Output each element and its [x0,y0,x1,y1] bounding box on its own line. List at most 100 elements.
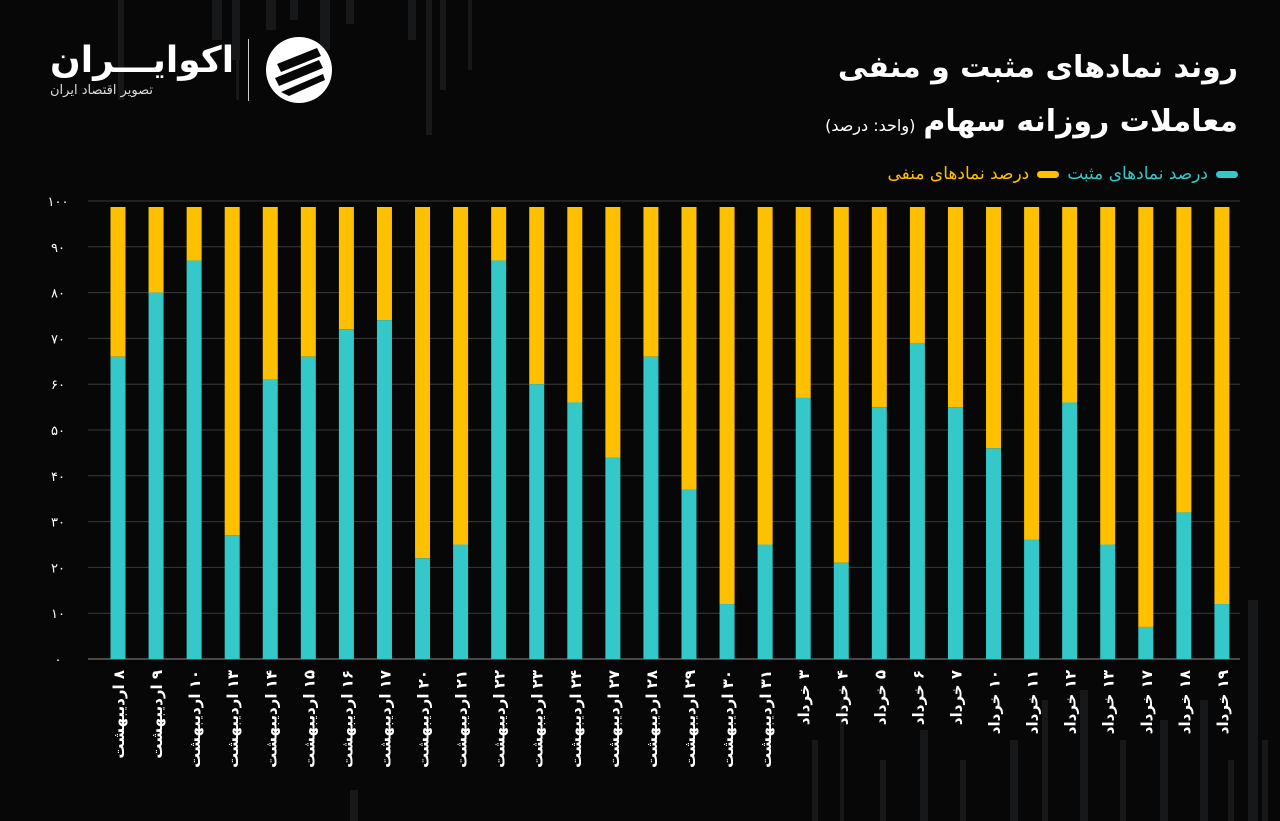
y-tick-label: ۰ [55,653,62,668]
bar-positive [453,544,469,659]
x-tick-label: ۲۱ اردیبهشت [453,670,471,768]
bar-negative [415,207,431,559]
bar-negative [1138,207,1154,627]
bar-negative [947,207,963,408]
bar-negative [1100,207,1116,545]
x-tick-label: ۳۰ اردیبهشت [719,670,737,768]
bar-positive [986,448,1002,659]
legend: درصد نمادهای مثبت درصد نمادهای منفی [888,164,1238,184]
y-tick-label: ۶۰ [51,378,65,393]
y-tick-label: ۹۰ [51,241,65,256]
bar-positive [338,329,354,659]
logo-separator [248,39,250,101]
bar-negative [110,207,126,357]
bar-negative [871,207,887,408]
chart-subtitle: معاملات روزانه سهام (واحد: درصد) [825,104,1238,139]
bar-negative [1176,207,1192,513]
x-tick-label: ۱۳ اردیبهشت [224,670,242,768]
bar-negative [529,207,545,385]
bar-positive [224,535,240,659]
bar-positive [110,356,126,659]
bar-negative [186,207,202,261]
bar-positive [567,402,583,659]
bar-negative [1024,207,1040,540]
x-tick-label: ۱۲ خرداد [1062,670,1080,734]
y-tick-label: ۱۰ [51,607,65,622]
logo-name: اکوایـــران [50,39,235,81]
legend-positive-swatch [1216,170,1238,178]
bar-positive [1214,604,1230,659]
bar-positive [833,562,849,659]
chart-subtitle-text: معاملات روزانه سهام [923,104,1238,139]
legend-negative-swatch [1037,170,1060,178]
x-tick-label: ۲۹ اردیبهشت [681,670,699,768]
x-tick-label: ۱۱ خرداد [1024,670,1042,734]
bar-negative [453,207,469,545]
bar-positive [415,558,431,659]
bar-negative [909,207,925,343]
bar-negative [719,207,735,605]
bar-negative [681,207,697,490]
y-tick-label: ۵۰ [51,424,65,439]
x-tick-label: ۳۱ اردیبهشت [757,670,775,768]
bar-negative [833,207,849,563]
y-tick-label: ۴۰ [51,470,65,485]
bar-positive [491,260,507,659]
bar-positive [300,356,316,659]
bar-positive [795,397,811,659]
bar-negative [1062,207,1078,403]
x-tick-label: ۱۶ اردیبهشت [338,670,356,768]
bar-negative [224,207,240,536]
x-tick-label: ۱۷ اردیبهشت [376,670,394,768]
x-tick-label: ۱۷ خرداد [1138,670,1156,734]
bar-positive [681,489,697,659]
logo-text: اکوایـــران تصویر اقتصاد ایران [50,39,235,99]
y-tick-label: ۷۰ [51,332,65,347]
bar-positive [1024,539,1040,659]
y-tick-label: ۲۰ [51,561,65,576]
bar-negative [338,207,354,330]
x-tick-label: ۸ اردیبهشت [110,670,128,759]
bar-negative [795,207,811,398]
x-tick-label: ۱۹ خرداد [1214,670,1232,734]
logo-subtitle: تصویر اقتصاد ایران [50,83,153,99]
x-tick-label: ۴ خرداد [833,670,851,725]
chart-title: روند نمادهای مثبت و منفی [837,50,1238,85]
bar-positive [719,604,735,659]
y-tick-label: ۳۰ [51,516,65,531]
bar-positive [947,407,963,659]
x-tick-label: ۹ اردیبهشت [148,670,166,759]
bar-negative [300,207,316,357]
bar-positive [643,356,659,659]
bar-positive [529,384,545,659]
bar-negative [148,207,164,293]
x-tick-label: ۲۰ اردیبهشت [415,670,433,768]
x-tick-label: ۱۳ خرداد [1100,670,1118,734]
y-tick-label: ۱۰۰ [48,195,69,210]
legend-positive-label: درصد نمادهای مثبت [1067,164,1208,184]
x-tick-label: ۳ خرداد [795,670,813,725]
x-tick-label: ۲۲ اردیبهشت [491,670,509,768]
x-tick-label: ۱۰ اردیبهشت [186,670,204,768]
bar-positive [605,457,621,659]
bar-positive [262,379,278,659]
bar-positive [376,320,392,659]
x-tick-label: ۵ خرداد [871,670,889,725]
x-tick-label: ۱۰ خرداد [986,670,1004,734]
x-tick-label: ۲۴ اردیبهشت [567,670,585,768]
x-tick-label: ۷ خرداد [947,670,965,725]
x-tick-label: ۲۸ اردیبهشت [643,670,661,768]
bar-negative [567,207,583,403]
y-tick-label: ۸۰ [51,287,65,302]
bar-positive [1100,544,1116,659]
logo: اکوایـــران تصویر اقتصاد ایران [50,34,335,106]
bar-positive [757,544,773,659]
x-tick-label: ۱۵ اردیبهشت [300,670,318,768]
x-tick-label: ۲۷ اردیبهشت [605,670,623,768]
bar-positive [909,342,925,659]
logo-mark-icon [266,37,333,103]
x-tick-label: ۲۳ اردیبهشت [529,670,547,768]
bar-positive [1062,402,1078,659]
x-tick-label: ۱۸ خرداد [1176,670,1194,734]
